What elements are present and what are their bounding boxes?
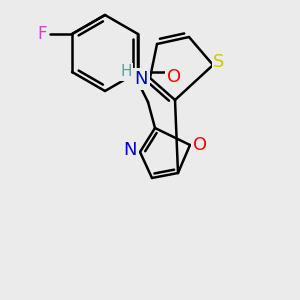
Text: N: N [134,70,148,88]
Text: O: O [193,136,207,154]
Text: N: N [123,141,137,159]
Text: O: O [167,68,181,86]
Text: H: H [120,64,132,80]
Text: F: F [37,25,47,43]
Text: S: S [213,53,225,71]
